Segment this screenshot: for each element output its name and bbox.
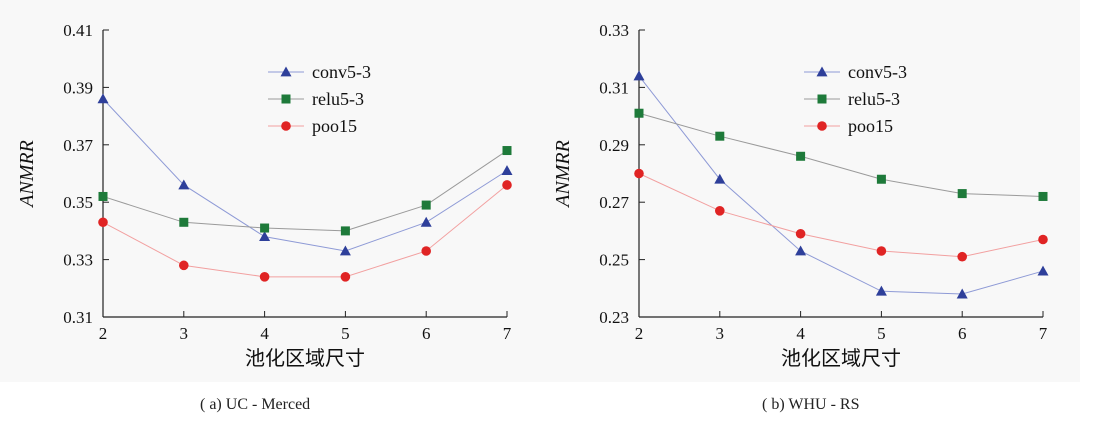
- caption-uc-merced: ( a) UC - Merced: [200, 396, 311, 413]
- x-tick-label: 2: [635, 324, 644, 343]
- data-point-relu5-3: [340, 226, 350, 236]
- data-point-conv5-3: [259, 231, 271, 242]
- legend-label-relu5-3: relu5-3: [848, 89, 900, 109]
- data-point-relu5-3: [634, 108, 644, 118]
- x-axis-label: 池化区域尺寸: [245, 347, 365, 370]
- data-point-poo15: [421, 246, 432, 256]
- data-point-relu5-3: [1038, 191, 1048, 201]
- data-point-relu5-3: [421, 200, 431, 210]
- y-tick-label: 0.41: [63, 21, 93, 40]
- data-point-poo15: [715, 206, 725, 216]
- data-point-relu5-3: [502, 146, 512, 156]
- y-tick-label: 0.27: [599, 193, 629, 212]
- data-point-conv5-3: [420, 216, 432, 227]
- data-point-poo15: [340, 272, 351, 282]
- legend-marker-relu5-3: [817, 94, 827, 104]
- x-tick-label: 7: [503, 324, 512, 343]
- data-point-relu5-3: [98, 191, 108, 201]
- data-point-conv5-3: [633, 70, 645, 81]
- data-point-conv5-3: [178, 179, 190, 190]
- data-point-poo15: [179, 260, 189, 271]
- series-line-relu5-3: [638, 112, 1044, 197]
- caption-whu-rs: ( b) WHU - RS: [762, 396, 860, 413]
- data-point-relu5-3: [179, 217, 189, 227]
- y-tick-label: 0.29: [599, 136, 629, 155]
- panel-b-background: [540, 0, 1080, 382]
- y-tick-label: 0.25: [599, 251, 629, 270]
- x-axis-label: 池化区域尺寸: [781, 347, 901, 370]
- legend-marker-conv5-3: [280, 66, 292, 77]
- y-tick-label: 0.31: [63, 308, 93, 327]
- data-point-relu5-3: [796, 151, 806, 161]
- data-point-relu5-3: [876, 174, 886, 184]
- data-point-poo15: [795, 228, 806, 239]
- y-axis-label: ANMRR: [16, 140, 38, 209]
- chart-uc-merced: 0.31 0.33 0.35 0.37 0.39 0.41 2 3 4 5 6 7 ANMRR 池化区域尺…: [16, 21, 513, 370]
- data-point-conv5-3: [97, 93, 109, 104]
- data-point-poo15: [1038, 234, 1048, 245]
- x-tick-label: 5: [341, 324, 350, 343]
- data-point-conv5-3: [339, 245, 351, 256]
- legend-label-relu5-3: relu5-3: [312, 89, 364, 109]
- data-point-conv5-3: [956, 288, 968, 299]
- data-point-poo15: [876, 246, 887, 256]
- y-tick-label: 0.39: [63, 78, 93, 97]
- y-tick-label: 0.23: [599, 308, 629, 327]
- data-point-poo15: [98, 217, 108, 228]
- x-tick-label: 6: [958, 324, 967, 343]
- y-tick-label: 0.31: [599, 78, 629, 97]
- x-tick-label: 7: [1039, 324, 1048, 343]
- data-point-poo15: [634, 168, 644, 179]
- data-point-conv5-3: [875, 285, 887, 296]
- x-tick-label: 3: [716, 324, 725, 343]
- legend-label-poo15: poo15: [848, 116, 893, 136]
- legend-label-conv5-3: conv5-3: [312, 62, 371, 82]
- data-point-conv5-3: [501, 165, 513, 176]
- legend-label-poo15: poo15: [312, 116, 357, 136]
- chart-whu-rs: 0.23 0.25 0.27 0.29 0.31 0.33 2 3 4 5 6 7 ANMRR 池化区域尺…: [552, 21, 1049, 370]
- y-axis-label: ANMRR: [552, 140, 574, 209]
- data-point-conv5-3: [1037, 265, 1049, 276]
- data-point-conv5-3: [795, 245, 807, 256]
- x-tick-label: 6: [422, 324, 431, 343]
- x-tick-label: 4: [796, 324, 805, 343]
- x-tick-label: 5: [877, 324, 886, 343]
- x-tick-label: 4: [260, 324, 269, 343]
- data-point-relu5-3: [260, 223, 270, 233]
- data-point-conv5-3: [714, 173, 726, 184]
- series-line-conv5-3: [102, 98, 508, 252]
- legend-marker-relu5-3: [281, 94, 291, 104]
- legend-marker-poo15: [817, 121, 827, 131]
- series-line-poo15: [102, 184, 508, 278]
- series-line-conv5-3: [638, 75, 1044, 295]
- panel-a-background: [0, 0, 540, 382]
- x-tick-label: 2: [99, 324, 108, 343]
- y-tick-label: 0.33: [599, 21, 629, 40]
- series-line-relu5-3: [102, 150, 508, 232]
- data-point-relu5-3: [715, 131, 725, 141]
- legend-marker-conv5-3: [816, 66, 828, 77]
- series-line-poo15: [638, 173, 1044, 258]
- y-tick-label: 0.33: [63, 251, 93, 270]
- legend-marker-poo15: [281, 121, 291, 131]
- data-point-poo15: [957, 251, 967, 262]
- x-tick-label: 3: [180, 324, 189, 343]
- y-tick-label: 0.35: [63, 193, 93, 212]
- y-tick-label: 0.37: [63, 136, 93, 155]
- data-point-relu5-3: [957, 189, 967, 199]
- legend-label-conv5-3: conv5-3: [848, 62, 907, 82]
- data-point-poo15: [502, 180, 512, 190]
- data-point-poo15: [259, 272, 270, 282]
